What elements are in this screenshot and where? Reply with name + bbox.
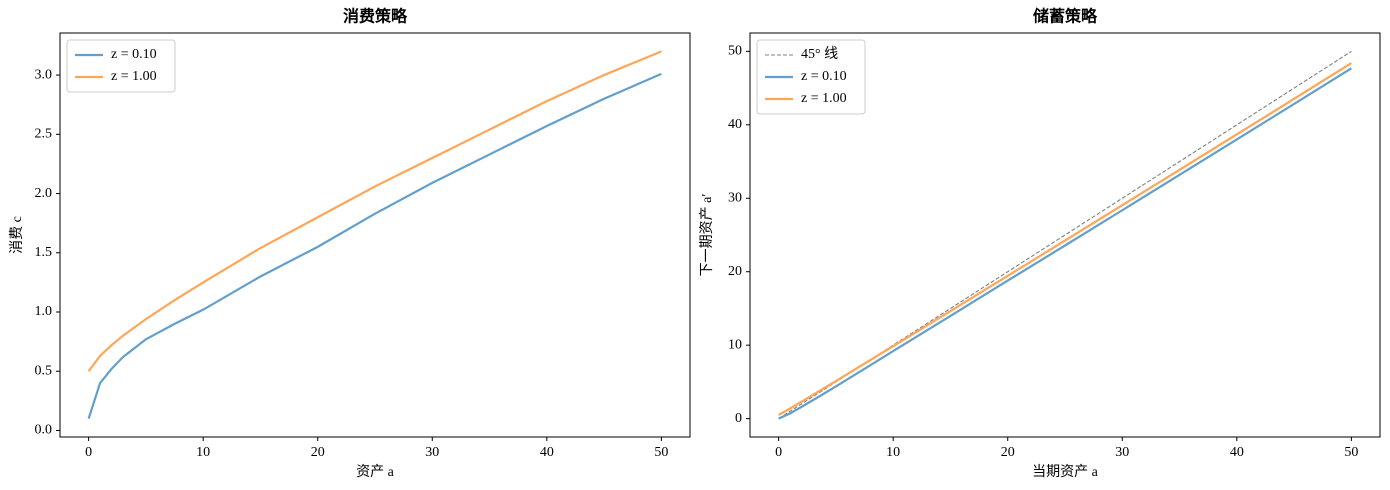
x-axis-label: 当期资产 a — [1032, 464, 1098, 480]
series-line — [778, 62, 1352, 416]
x-tick-label: 30 — [425, 445, 439, 460]
x-tick-label: 20 — [1001, 445, 1015, 460]
x-tick-label: 0 — [775, 445, 782, 460]
x-tick-label: 0 — [85, 445, 92, 460]
y-tick-label: 50 — [728, 44, 742, 59]
x-tick-label: 10 — [196, 445, 210, 460]
y-tick-label: 30 — [728, 190, 742, 205]
x-tick-label: 10 — [886, 445, 900, 460]
y-tick-label: 10 — [728, 337, 742, 352]
series-line — [778, 67, 1352, 420]
x-tick-label: 50 — [654, 445, 668, 460]
x-tick-label: 30 — [1115, 445, 1129, 460]
legend-box — [756, 39, 866, 115]
y-tick-label: 1.5 — [35, 245, 53, 260]
legend-label: z = 1.00 — [801, 91, 847, 106]
x-tick-label: 50 — [1344, 445, 1358, 460]
y-tick-label: 40 — [728, 117, 742, 132]
x-tick-label: 40 — [1230, 445, 1244, 460]
chart-title: 消费策略 — [343, 7, 408, 26]
series-line — [87, 72, 662, 419]
y-axis-label: 消费 c — [9, 216, 25, 254]
plot-frame — [59, 32, 691, 438]
axes: 消费策略 0 10 20 30 40 50 0.0 0.5 1.0 1.5 2.0 2.5 3.0 资产 a… — [9, 7, 691, 480]
x-tick-label: 40 — [540, 445, 554, 460]
legend-label: z = 0.10 — [111, 47, 157, 62]
legend-label: z = 0.10 — [801, 69, 847, 84]
chart-title: 储蓄策略 — [1032, 7, 1098, 26]
legend-label: 45° 线 — [801, 46, 838, 62]
y-tick-label: 0 — [735, 411, 742, 426]
series-line — [778, 50, 1352, 420]
y-tick-label: 2.0 — [35, 186, 53, 201]
axes: 储蓄策略 0 10 20 30 40 50 0 10 20 30 40 50 当期资产 a 下一期资产 a′… — [699, 7, 1381, 480]
legend-label: z = 1.00 — [111, 69, 157, 84]
x-axis-label: 资产 a — [356, 464, 394, 480]
y-tick-label: 0.0 — [35, 423, 53, 438]
y-tick-label: 3.0 — [35, 67, 53, 82]
y-tick-label: 20 — [728, 264, 742, 279]
legend-box — [66, 39, 176, 93]
y-axis-label: 下一期资产 a′ — [699, 194, 715, 277]
y-tick-label: 0.5 — [35, 363, 53, 378]
plot-frame — [749, 32, 1381, 438]
y-tick-label: 1.0 — [35, 304, 53, 319]
x-tick-label: 20 — [311, 445, 325, 460]
y-tick-label: 2.5 — [35, 127, 53, 142]
series-line — [87, 50, 662, 372]
